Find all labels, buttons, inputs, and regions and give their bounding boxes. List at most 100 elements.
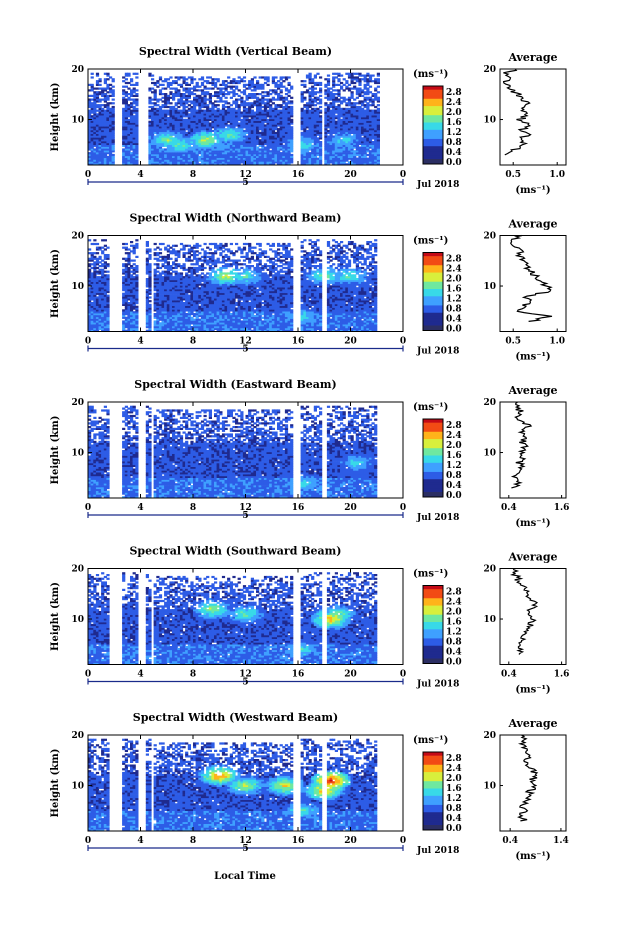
heatmap-cell xyxy=(93,96,97,99)
heatmap-cell xyxy=(103,276,107,279)
heatmap-cell xyxy=(311,115,315,118)
heatmap-cell xyxy=(334,157,338,160)
heatmap-cell xyxy=(245,152,249,155)
heatmap-cell xyxy=(148,270,152,273)
heatmap-cell xyxy=(190,105,194,109)
heatmap-cell xyxy=(358,111,362,114)
heatmap-cell xyxy=(290,107,294,110)
heatmap-cell xyxy=(187,113,191,116)
heatmap-cell xyxy=(174,135,178,138)
heatmap-cell xyxy=(337,139,341,142)
heatmap-cell xyxy=(305,152,310,155)
heatmap-cell xyxy=(271,161,275,164)
heatmap-cell xyxy=(132,246,136,249)
heatmap-cell xyxy=(98,124,102,127)
heatmap-cell xyxy=(156,81,160,85)
heatmap-cell xyxy=(326,163,331,166)
heatmap-cell xyxy=(214,91,218,94)
heatmap-cell xyxy=(130,120,134,123)
heatmap-cell xyxy=(103,326,107,329)
heatmap-cell xyxy=(368,159,373,162)
heatmap-cell xyxy=(245,109,249,112)
heatmap-cell xyxy=(90,144,94,147)
heatmap-cell xyxy=(221,153,226,157)
heatmap-cell xyxy=(132,303,136,306)
heatmap-cell xyxy=(334,142,338,145)
heatmap-cell xyxy=(193,93,197,96)
heatmap-cell xyxy=(93,298,97,301)
heatmap-cell xyxy=(109,161,113,164)
heatmap-cell xyxy=(219,161,223,164)
heatmap-cell xyxy=(245,144,249,147)
heatmap-cell xyxy=(98,305,102,308)
heatmap-cell xyxy=(98,126,102,129)
heatmap-cell xyxy=(266,115,270,118)
heatmap-cell xyxy=(208,150,212,153)
heatmap-cell xyxy=(166,326,170,329)
heatmap-cell xyxy=(326,129,331,133)
heatmap-cell xyxy=(193,150,197,153)
heatmap-cell xyxy=(376,98,380,101)
heatmap-cell xyxy=(132,131,136,134)
heatmap-cell xyxy=(153,326,157,329)
colorbar-step xyxy=(423,137,443,140)
heatmap-cell xyxy=(177,161,181,164)
heatmap-cell xyxy=(98,320,102,323)
heatmap-cell xyxy=(358,161,362,164)
heatmap-cell xyxy=(363,115,367,118)
heatmap-cell xyxy=(353,85,357,88)
heatmap-cell xyxy=(337,74,341,77)
heatmap-cell xyxy=(363,105,367,109)
heatmap-cell xyxy=(277,113,281,116)
heatmap-cell xyxy=(98,100,102,103)
heatmap-cell xyxy=(182,94,186,97)
heatmap-cell xyxy=(98,129,102,133)
heatmap-cell xyxy=(334,133,338,136)
heatmap-cell xyxy=(340,146,344,149)
heatmap-cell xyxy=(124,307,128,310)
heatmap-cell xyxy=(305,102,310,105)
heatmap-cell xyxy=(324,128,328,131)
heatmap-cell xyxy=(135,283,139,286)
heatmap-cell xyxy=(122,122,126,125)
heatmap-cell xyxy=(95,303,100,306)
heatmap-cell xyxy=(101,298,105,301)
heatmap-cell xyxy=(324,163,328,166)
heatmap-cell xyxy=(337,98,341,101)
heatmap-cell xyxy=(88,146,92,149)
heatmap-cell xyxy=(95,316,100,319)
heatmap-cell xyxy=(206,139,210,142)
heatmap-cell xyxy=(109,139,113,142)
heatmap-cell xyxy=(261,152,265,155)
heatmap-cell xyxy=(127,155,131,158)
heatmap-cell xyxy=(98,265,102,268)
heatmap-cell xyxy=(258,161,262,164)
heatmap-cell xyxy=(214,159,218,162)
heatmap-cell xyxy=(106,155,110,158)
heatmap-cell xyxy=(313,122,317,125)
heatmap-cell xyxy=(319,129,323,133)
heatmap-cell xyxy=(229,87,233,90)
heatmap-cell xyxy=(308,74,312,77)
heatmap-cell xyxy=(334,150,338,153)
heatmap-cell xyxy=(311,124,315,127)
heatmap-cell xyxy=(148,281,152,284)
heatmap-cell xyxy=(190,128,194,131)
heatmap-cell xyxy=(337,152,341,155)
heatmap-cell xyxy=(227,144,231,147)
heatmap-cell xyxy=(350,153,354,157)
heatmap-cell xyxy=(308,104,312,107)
heatmap-cell xyxy=(311,146,315,149)
heatmap-cell xyxy=(324,122,328,125)
heatmap-cell xyxy=(277,120,281,123)
heatmap-cell xyxy=(103,89,107,92)
heatmap-cell xyxy=(368,157,373,160)
heatmap-cell xyxy=(345,85,349,88)
heatmap-cell xyxy=(145,329,149,332)
heatmap-cell xyxy=(103,311,107,314)
heatmap-cell xyxy=(109,128,113,131)
heatmap-cell xyxy=(166,305,170,308)
heatmap-cell xyxy=(103,87,107,90)
heatmap-cell xyxy=(337,111,341,114)
heatmap-cell xyxy=(266,144,270,147)
